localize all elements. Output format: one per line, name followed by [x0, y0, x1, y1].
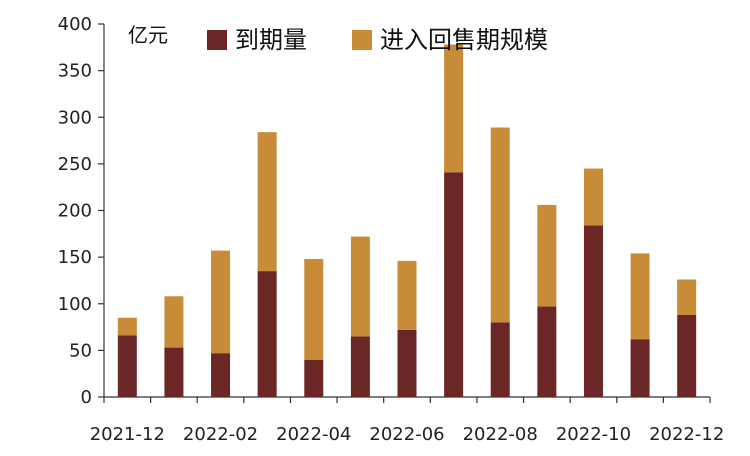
bar-putback-2022-10 [583, 168, 603, 226]
bar-maturity-2022-12 [677, 314, 697, 397]
bar-putback-2022-03 [257, 132, 277, 272]
bar-maturity-2022-08 [490, 322, 510, 397]
legend-label-putback: 进入回售期规模 [380, 26, 548, 54]
bar-maturity-2022-06 [397, 329, 417, 397]
y-tick-label: 400 [58, 14, 92, 35]
legend-swatch-putback [352, 30, 372, 50]
y-tick-label: 250 [58, 154, 92, 175]
y-tick-label: 50 [69, 340, 92, 361]
bar-maturity-2022-07 [444, 172, 464, 397]
legend: 到期量 进入回售期规模 [207, 26, 548, 54]
x-tick-label: 2021-12 [90, 424, 165, 445]
bar-maturity-2022-02 [211, 353, 231, 397]
x-tick-label: 2022-12 [649, 424, 724, 445]
y-axis-unit-label: 亿元 [128, 23, 168, 47]
x-tick-label: 2022-06 [369, 424, 444, 445]
y-tick-label: 0 [81, 387, 92, 408]
bar-putback-2022-12 [677, 279, 697, 315]
bar-putback-2022-01 [164, 296, 184, 348]
bar-putback-2022-07 [444, 44, 464, 173]
bar-putback-2022-06 [397, 260, 417, 330]
bar-putback-2022-09 [537, 204, 557, 307]
x-tick-label: 2022-10 [556, 424, 631, 445]
bar-putback-2022-02 [211, 250, 231, 354]
bar-maturity-2022-10 [583, 225, 603, 397]
legend-label-maturity: 到期量 [235, 26, 307, 54]
bar-putback-2021-12 [117, 317, 137, 336]
y-axis-ticks: 0 50 100 150 200 250 300 350 400 [58, 14, 104, 408]
y-tick-label: 150 [58, 247, 92, 268]
bar-maturity-2022-04 [304, 359, 324, 397]
bar-maturity-2022-09 [537, 306, 557, 397]
bar-maturity-2022-05 [350, 336, 370, 397]
bar-maturity-2022-11 [630, 339, 650, 397]
bar-group [117, 44, 697, 397]
y-tick-label: 200 [58, 201, 92, 222]
bar-maturity-2022-03 [257, 271, 277, 397]
x-axis-ticks: 2021-12 2022-02 2022-04 2022-06 2022-08 2022-… [90, 397, 724, 445]
x-tick-label: 2022-02 [183, 424, 258, 445]
legend-swatch-maturity [207, 30, 227, 50]
y-tick-label: 300 [58, 107, 92, 128]
x-tick-label: 2022-04 [276, 424, 351, 445]
bar-putback-2022-05 [350, 236, 370, 337]
bar-putback-2022-11 [630, 253, 650, 340]
x-tick-label: 2022-08 [463, 424, 538, 445]
bar-putback-2022-08 [490, 127, 510, 323]
y-tick-label: 350 [58, 61, 92, 82]
bar-maturity-2021-12 [117, 335, 137, 397]
bar-maturity-2022-01 [164, 347, 184, 397]
y-tick-label: 100 [58, 294, 92, 315]
bar-putback-2022-04 [304, 258, 324, 360]
